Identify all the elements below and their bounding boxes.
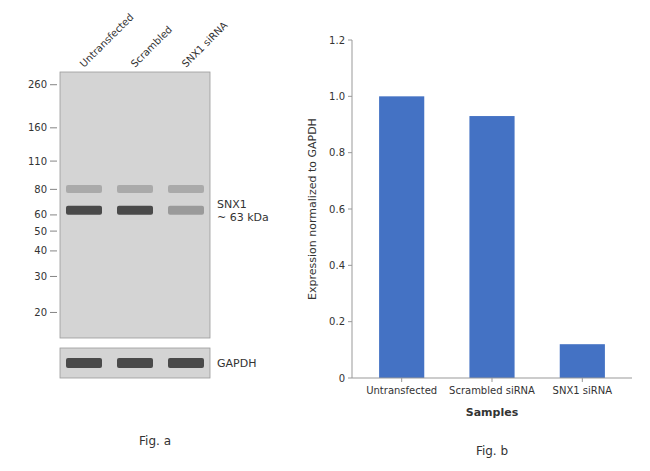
bar-panel: 0 0.2 0.4 0.6 0.8 1.0 1.2 Untransfected Scramble… — [306, 35, 632, 459]
band-label: SNX1~ 63 kDa — [217, 197, 269, 223]
lower-band — [66, 206, 102, 215]
marker-label: 260 — [28, 79, 47, 90]
marker-tick — [50, 161, 57, 162]
x-tick — [582, 378, 583, 382]
marker-tick — [50, 312, 57, 313]
background — [0, 0, 650, 471]
y-tick — [348, 378, 352, 379]
marker-label: 60 — [34, 209, 47, 220]
y-tick — [348, 96, 352, 97]
x-tick — [401, 378, 402, 382]
marker-tick — [50, 231, 57, 232]
gapdh-strip — [60, 348, 210, 378]
y-tick — [348, 265, 352, 266]
marker-label: 80 — [34, 184, 47, 195]
bars — [379, 96, 605, 378]
lane-label: Scrambled — [129, 24, 175, 70]
blot-panel: UntransfectedScrambledSNX1 siRNA 260 160 11… — [28, 11, 269, 448]
marker-label: 50 — [34, 226, 47, 237]
marker-tick — [50, 250, 57, 251]
y-tick-label: 0.2 — [329, 316, 345, 327]
x-tick-label: Untransfected — [366, 385, 437, 396]
y-axis — [352, 40, 353, 378]
upper-band — [117, 185, 153, 193]
bar — [379, 96, 424, 378]
x-tick-label: SNX1 siRNA — [553, 385, 613, 396]
marker-label: 160 — [28, 122, 47, 133]
gapdh-band — [168, 358, 204, 368]
y-tick — [348, 152, 352, 153]
panel-caption: Fig. a — [139, 434, 171, 448]
blot-membrane — [60, 72, 210, 338]
marker-label: 30 — [34, 271, 47, 282]
marker-tick — [50, 214, 57, 215]
y-tick-label: 0.6 — [329, 204, 345, 215]
y-tick — [348, 40, 352, 41]
y-tick-label: 0 — [339, 373, 345, 384]
marker-tick — [50, 189, 57, 190]
marker-label: 40 — [34, 245, 47, 256]
bar — [560, 344, 605, 378]
band-label-line: SNX1 — [217, 197, 247, 210]
y-tick-label: 1.0 — [329, 91, 345, 102]
marker-label: 20 — [34, 307, 47, 318]
panel-caption: Fig. b — [476, 444, 508, 458]
band-label-line: GAPDH — [217, 357, 256, 370]
marker-tick — [50, 276, 57, 277]
gapdh-band — [66, 358, 102, 368]
marker-tick — [50, 127, 57, 128]
gapdh-band — [117, 358, 153, 368]
x-axis-label: Samples — [466, 406, 519, 419]
chart-root: UntransfectedScrambledSNX1 siRNA26016011… — [0, 0, 650, 471]
upper-band — [168, 185, 204, 193]
y-axis-label: Expression normalized to GAPDH — [306, 118, 319, 300]
x-tick-label: Scrambled siRNA — [449, 385, 535, 396]
lane-label: Untransfected — [78, 11, 136, 69]
y-tick-label: 0.4 — [329, 260, 345, 271]
y-tick — [348, 321, 352, 322]
marker-tick — [50, 84, 57, 85]
bar — [469, 116, 514, 378]
upper-band — [66, 185, 102, 193]
y-tick — [348, 209, 352, 210]
band-label-line: ~ 63 kDa — [217, 210, 269, 223]
band-label: GAPDH — [217, 357, 256, 370]
x-tick — [492, 378, 493, 382]
lower-band — [168, 206, 204, 215]
y-tick-label: 0.8 — [329, 147, 345, 158]
lower-band — [117, 206, 153, 215]
lane-label: SNX1 siRNA — [180, 19, 230, 69]
marker-label: 110 — [28, 156, 47, 167]
y-tick-label: 1.2 — [329, 35, 345, 46]
